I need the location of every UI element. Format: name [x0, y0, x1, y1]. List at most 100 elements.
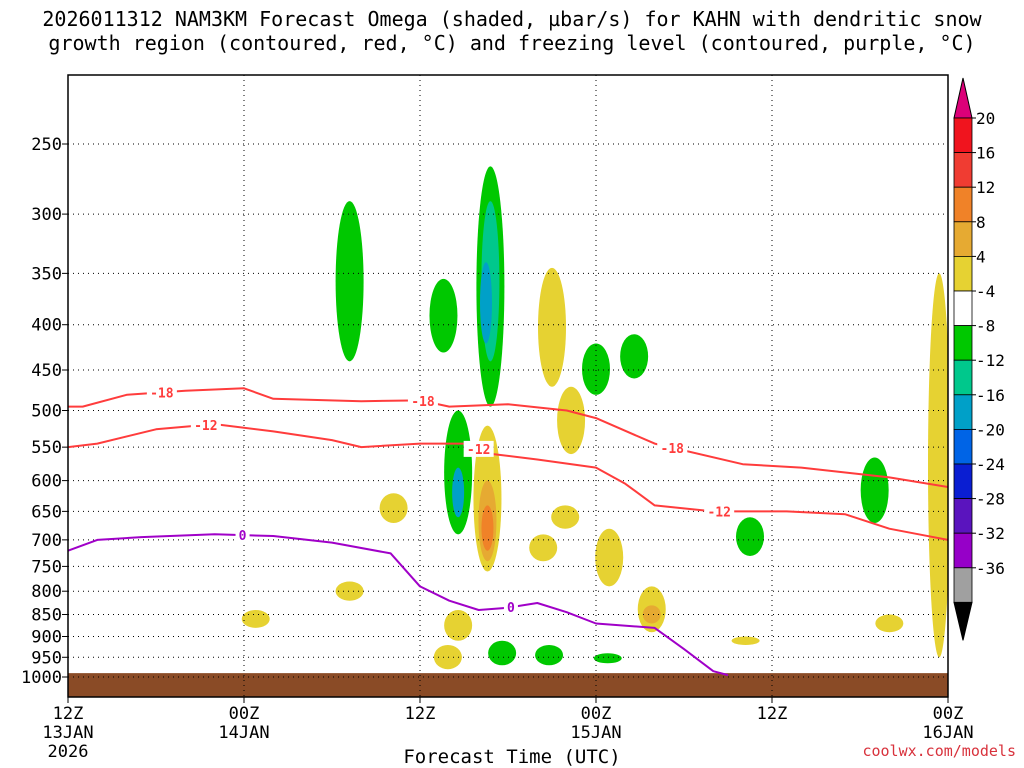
- contour-label: -12: [194, 419, 217, 434]
- y-tick-label: 400: [31, 316, 62, 336]
- grid: [67, 75, 949, 697]
- contour-line: [68, 387, 948, 488]
- y-tick-label: 600: [31, 472, 62, 492]
- colorbar-label: -32: [976, 524, 1005, 543]
- colorbar-segment: [953, 359, 973, 396]
- omega-region: [593, 653, 622, 664]
- omega-region: [642, 605, 661, 624]
- colorbar-label: -24: [976, 455, 1005, 474]
- colorbar-segment: [953, 152, 973, 188]
- colorbar-label: 4: [976, 247, 986, 266]
- contour-line: [68, 423, 948, 541]
- contour-label-bg: [146, 384, 177, 401]
- colorbar-label: -20: [976, 420, 1005, 439]
- contour-label: -12: [467, 443, 490, 458]
- omega-region: [875, 614, 904, 633]
- x-tick-label: 00Z: [933, 704, 964, 724]
- y-tick-label: 1000: [21, 668, 62, 688]
- omega-region: [488, 640, 517, 666]
- omega-region: [582, 343, 610, 395]
- colorbar-label: -4: [976, 282, 995, 301]
- omega-region: [335, 201, 364, 362]
- x-axis-label: Forecast Time (UTC): [403, 746, 621, 768]
- omega-region: [731, 636, 760, 645]
- y-tick-label: 700: [31, 531, 62, 551]
- omega-region: [480, 262, 492, 344]
- colorbar-label: 16: [976, 144, 995, 163]
- colorbar-segment: [953, 325, 973, 361]
- y-tick-label: 250: [31, 135, 62, 155]
- x-tick-label: 16JAN: [922, 723, 973, 743]
- omega-region: [860, 457, 889, 524]
- x-tick-label: 2026: [48, 742, 89, 762]
- omega-region: [241, 609, 270, 628]
- x-tick-label: 12Z: [53, 704, 84, 724]
- colorbar: [953, 77, 976, 641]
- colorbar-label: 12: [976, 178, 995, 197]
- colorbar-segment: [953, 221, 973, 257]
- omega-region: [538, 267, 566, 387]
- colorbar-segment: [953, 532, 973, 569]
- plot-frame: [67, 74, 949, 698]
- contour-label: -18: [661, 442, 685, 457]
- colorbar-label: -28: [976, 490, 1005, 509]
- colorbar-label: -8: [976, 317, 995, 336]
- y-tick-label: 950: [31, 648, 62, 668]
- colorbar-segment: [953, 567, 973, 603]
- omega-region: [928, 273, 948, 658]
- x-tick-label: 00Z: [229, 704, 260, 724]
- omega-region: [557, 386, 586, 455]
- omega-region: [620, 334, 649, 379]
- colorbar-segment: [953, 463, 973, 499]
- colorbar-label: -36: [976, 559, 1005, 578]
- omega-region: [529, 534, 558, 562]
- x-tick-label: 12Z: [405, 704, 436, 724]
- omega-shading: [241, 166, 948, 670]
- colorbar-segment: [953, 117, 973, 153]
- omega-region: [335, 581, 364, 601]
- colorbar-top-triangle: [953, 77, 973, 119]
- contour-label: -18: [411, 395, 435, 410]
- colorbar-bottom-triangle: [953, 601, 973, 641]
- omega-region: [444, 609, 473, 641]
- colorbar-segment: [953, 394, 973, 430]
- omega-region: [452, 467, 465, 518]
- omega-region: [429, 278, 458, 353]
- contour-label: 0: [239, 529, 247, 544]
- x-tick-label: 13JAN: [42, 723, 93, 743]
- y-tick-label: 650: [31, 502, 62, 522]
- contour-label: -12: [707, 505, 730, 520]
- colorbar-label: 20: [976, 109, 995, 128]
- colorbar-segment: [953, 290, 973, 326]
- omega-region: [551, 505, 580, 529]
- y-tick-label: 800: [31, 582, 62, 602]
- y-tick-label: 450: [31, 361, 62, 381]
- x-tick-label: 00Z: [581, 704, 612, 724]
- omega-region: [481, 505, 494, 551]
- contour-label-bg: [704, 503, 735, 520]
- y-tick-label: 300: [31, 205, 62, 225]
- contour-label-bg: [190, 416, 221, 433]
- x-tick-label: 12Z: [757, 704, 788, 724]
- omega-region: [433, 644, 462, 670]
- contour-label-bg: [503, 599, 518, 616]
- contour-label: 0: [507, 601, 515, 616]
- y-tick-label: 550: [31, 438, 62, 458]
- omega-region: [736, 517, 764, 557]
- contour-line: [68, 533, 729, 677]
- contour-label: -18: [150, 386, 174, 401]
- omega-region: [595, 528, 624, 587]
- contour-label-bg: [235, 527, 250, 544]
- colorbar-label: -16: [976, 386, 1005, 405]
- y-tick-label: 750: [31, 557, 62, 577]
- source-watermark: coolwx.com/models: [862, 742, 1016, 760]
- contour-label-bg: [463, 440, 494, 457]
- colorbar-segment: [953, 186, 973, 223]
- terrain-fill: [68, 673, 948, 697]
- x-tick-label: 15JAN: [570, 723, 621, 743]
- colorbar-segment: [953, 428, 973, 465]
- y-tick-label: 900: [31, 627, 62, 647]
- y-tick-label: 500: [31, 402, 62, 422]
- contour-label-bg: [407, 393, 438, 410]
